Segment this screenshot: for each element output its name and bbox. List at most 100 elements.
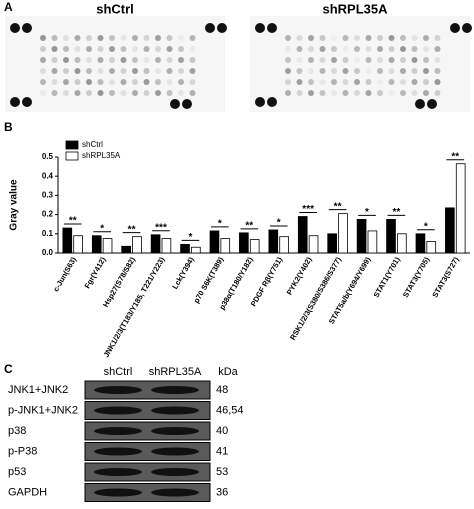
- array-spot: [365, 68, 372, 74]
- array-spot: [40, 68, 46, 74]
- row-label: p-P38: [8, 445, 37, 457]
- array-spot: [331, 79, 337, 85]
- array-spot: [377, 68, 383, 74]
- blot-strip: [84, 442, 211, 461]
- array-spot: [434, 68, 441, 74]
- array-spot: [63, 57, 69, 63]
- array-spot: [423, 68, 429, 74]
- reference-spot: [10, 97, 20, 107]
- array-spot: [365, 35, 372, 41]
- array-spot: [400, 68, 406, 74]
- array-spot: [411, 90, 418, 96]
- western-blots: JNK1+JNK2 48 p-JNK1+JNK2 46,54 p38 40 p-P38 41 p…: [8, 380, 244, 502]
- array-spot: [74, 35, 81, 41]
- array-spot: [331, 90, 337, 96]
- array-spot: [178, 35, 184, 41]
- reference-spot: [22, 23, 32, 33]
- array-spot: [51, 35, 58, 41]
- bar: [455, 163, 466, 254]
- array-spot: [308, 57, 314, 63]
- y-tick-label: 0.1: [42, 229, 54, 238]
- bar: [308, 235, 319, 254]
- array-spot: [434, 57, 441, 63]
- array-spot: [354, 90, 360, 96]
- array-spot: [132, 46, 138, 52]
- array-spot: [423, 46, 429, 52]
- array-spot: [178, 46, 184, 52]
- array-spot: [74, 57, 81, 63]
- array-spot: [155, 35, 161, 41]
- array-spot: [97, 57, 104, 63]
- significance: ***: [155, 222, 167, 233]
- array-spot: [189, 90, 196, 96]
- array-spot: [143, 57, 150, 63]
- array-spot: [132, 57, 138, 63]
- array-spot: [74, 90, 81, 96]
- array-spot: [120, 35, 127, 41]
- array-spot: [155, 79, 161, 85]
- array-spot: [285, 68, 291, 74]
- array-spot: [166, 79, 173, 85]
- array-spot: [342, 35, 349, 41]
- array-spot: [319, 79, 326, 85]
- reference-spot: [182, 99, 192, 109]
- array-spot: [166, 90, 173, 96]
- significance: *: [424, 221, 428, 232]
- reference-spot: [22, 97, 32, 107]
- bar: [356, 218, 367, 254]
- array-spot: [411, 57, 418, 63]
- array-spot: [109, 35, 115, 41]
- array-spot: [296, 35, 303, 41]
- bar: [386, 218, 396, 254]
- bar: [445, 207, 455, 254]
- array-spot: [377, 57, 383, 63]
- array-spot: [86, 90, 92, 96]
- array-spot: [143, 46, 150, 52]
- panel-label: B: [4, 120, 13, 134]
- array-spot: [411, 79, 418, 85]
- blot-band: [94, 427, 142, 435]
- bar: [239, 232, 249, 254]
- blot-band: [151, 488, 199, 497]
- bar: [132, 236, 142, 254]
- array-spot: [178, 79, 184, 85]
- array-spot: [109, 46, 115, 52]
- bar: [297, 216, 308, 254]
- bar: [249, 239, 260, 254]
- array-spot: [97, 35, 104, 41]
- array-spot: [155, 68, 161, 74]
- array-spot: [86, 57, 92, 63]
- y-tick-label: 0.4: [42, 171, 54, 180]
- panel-label: C: [4, 362, 13, 376]
- x-tick-label: JNK1/2/3(T183/Y185, T221/Y223): [102, 255, 167, 359]
- array-spot: [189, 35, 196, 41]
- array-spot: [400, 57, 406, 63]
- bar: [338, 213, 348, 254]
- array-spot: [166, 46, 173, 52]
- blot-band: [94, 447, 142, 456]
- array-spot: [189, 79, 196, 85]
- reference-spot: [267, 23, 277, 33]
- x-tick-label: Fgr(Y412): [83, 255, 108, 290]
- legend-label: shRPL35A: [82, 151, 121, 160]
- array-spot: [365, 90, 372, 96]
- array-spot: [342, 57, 349, 63]
- x-tick-label: Lck(Y394): [170, 255, 196, 291]
- array-spot: [388, 35, 395, 41]
- unit-header: kDa: [218, 366, 238, 378]
- bar: [268, 229, 279, 254]
- kda-label: 40: [216, 425, 228, 437]
- bar: [121, 245, 131, 254]
- array-spot: [143, 79, 150, 85]
- array-spot: [51, 68, 58, 74]
- array-spot: [285, 90, 291, 96]
- x-tick-label: p70 S6K(T389): [192, 255, 226, 305]
- array-spot: [155, 46, 161, 52]
- array-spot: [120, 79, 127, 85]
- array-spot: [74, 46, 81, 52]
- bar-chart: 0.00.10.20.30.40.5**c-Jun(S63)*Fgr(Y412)…: [42, 140, 470, 359]
- array-spot: [434, 90, 441, 96]
- bar: [150, 234, 161, 254]
- significance: **: [334, 201, 342, 212]
- array-spot: [285, 79, 291, 85]
